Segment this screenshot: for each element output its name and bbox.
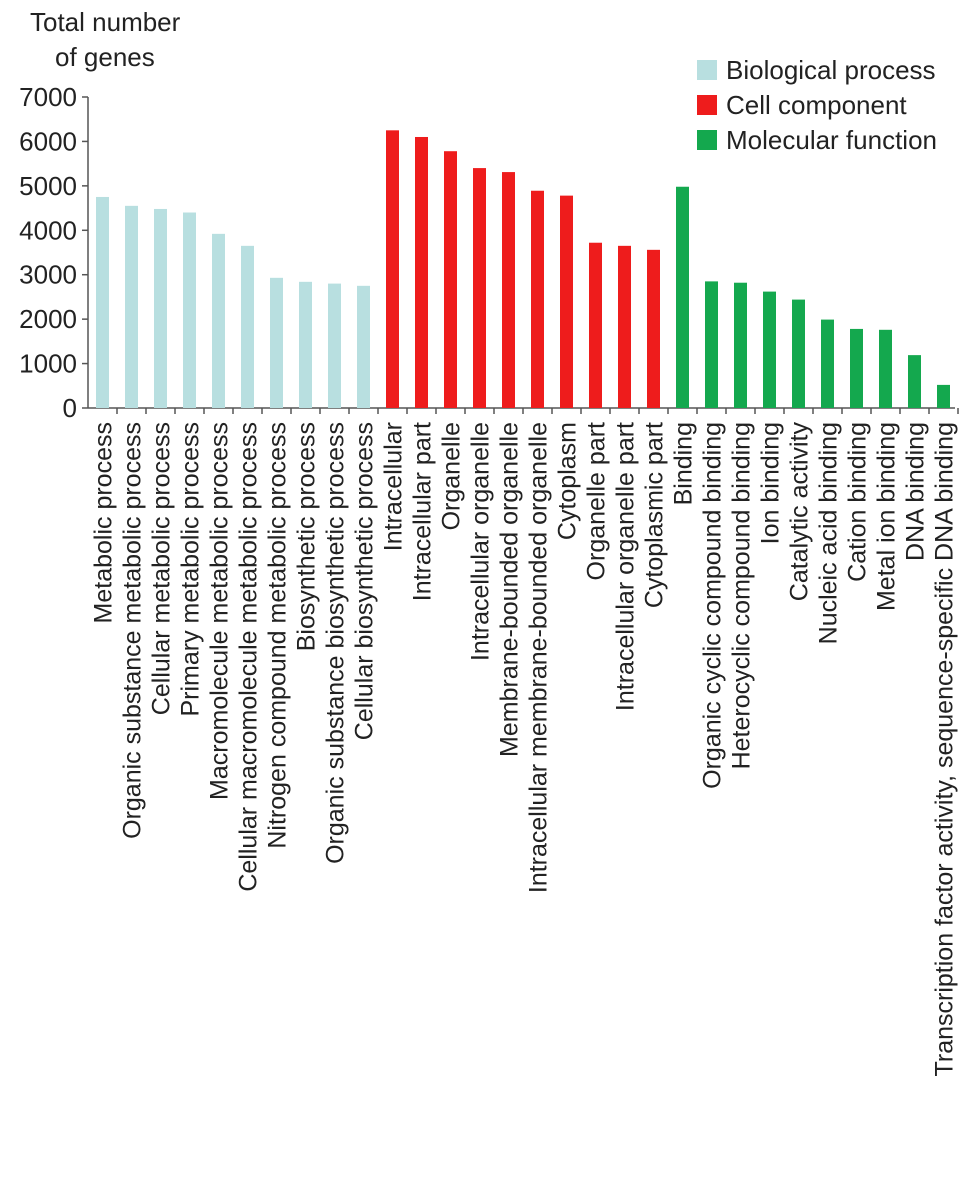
x-category-label: Intracellular organelle — [467, 422, 495, 661]
bar — [879, 329, 892, 408]
bar — [154, 208, 167, 408]
x-category-label: Organelle part — [583, 422, 611, 580]
x-category-label: Binding — [670, 422, 698, 505]
legend-swatch — [697, 130, 717, 150]
y-tick-label: 4000 — [19, 215, 77, 245]
bar — [328, 283, 341, 408]
legend-swatch — [697, 95, 717, 115]
bar — [589, 242, 602, 408]
bar — [937, 384, 950, 408]
x-category-label: Nucleic acid binding — [815, 422, 843, 644]
y-axis-label-line: of genes — [55, 42, 155, 72]
bar — [531, 190, 544, 408]
legend-label: Biological process — [726, 55, 936, 85]
x-category-label: DNA binding — [902, 422, 930, 561]
y-axis-ticks: 0 1000 2000 3000 4000 5000 6000 7000 — [19, 82, 88, 423]
legend-label: Cell component — [726, 90, 907, 120]
y-tick-label: 5000 — [19, 171, 77, 201]
x-category-label: Cellular metabolic process — [148, 422, 176, 715]
x-category-label: Organic substance metabolic process — [119, 422, 147, 839]
legend-swatch — [697, 60, 717, 80]
x-category-label: Cellular macromolecule metabolic process — [235, 422, 263, 892]
x-category-label: Organic substance biosynthetic process — [322, 422, 350, 864]
x-category-label: Metal ion binding — [873, 422, 901, 611]
x-category-label: Heterocyclic compound binding — [728, 422, 756, 769]
x-category-label: Cytoplasmic part — [641, 422, 669, 608]
x-category-label: Membrane-bounded organelle — [496, 422, 524, 757]
x-category-label: Primary metabolic process — [177, 422, 205, 717]
bar — [705, 281, 718, 408]
bar — [183, 212, 196, 408]
bar — [473, 168, 486, 408]
y-tick-label: 7000 — [19, 82, 77, 112]
legend-label: Molecular function — [726, 125, 937, 155]
y-tick-label: 2000 — [19, 304, 77, 334]
bar — [415, 136, 428, 408]
bar — [560, 195, 573, 408]
x-category-label: Intracellular organelle part — [612, 422, 640, 711]
bar — [270, 277, 283, 408]
x-category-label: Intracellular — [380, 422, 408, 551]
x-category-label: Cytoplasm — [554, 422, 582, 540]
bar — [96, 196, 109, 408]
bar — [502, 172, 515, 408]
bar — [241, 245, 254, 408]
bar — [792, 299, 805, 408]
bar — [386, 130, 399, 409]
bar — [647, 249, 660, 408]
bar — [618, 245, 631, 408]
x-category-label: Biosynthetic process — [293, 422, 321, 651]
bar — [444, 151, 457, 408]
x-category-label: Ion binding — [757, 422, 785, 544]
x-category-label: Intracellular part — [409, 422, 437, 601]
bar — [212, 233, 225, 408]
y-tick-label: 6000 — [19, 126, 77, 156]
y-tick-label: 3000 — [19, 260, 77, 290]
x-category-label: Cellular biosynthetic process — [351, 422, 379, 740]
x-category-label: Transcription factor activity, sequence-… — [931, 422, 959, 1076]
bar — [850, 328, 863, 408]
bar — [357, 285, 370, 408]
x-category-label: Metabolic process — [90, 422, 118, 623]
x-axis-category-labels: Metabolic process Organic substance metab… — [90, 422, 959, 1077]
x-category-label: Catalytic activity — [786, 422, 814, 602]
bar — [125, 205, 138, 408]
bar — [821, 319, 834, 408]
bar — [763, 291, 776, 408]
x-category-label: Intracellular membrane-bounded organelle — [525, 422, 553, 893]
legend: Biological process Cell component Molecula… — [697, 55, 937, 155]
x-category-label: Organic cyclic compound binding — [699, 422, 727, 789]
x-category-label: Macromolecule metabolic process — [206, 422, 234, 800]
bar — [908, 355, 921, 408]
bar — [734, 282, 747, 408]
y-tick-label: 0 — [63, 393, 77, 423]
x-category-label: Organelle — [438, 422, 466, 530]
x-category-label: Nitrogen compound metabolic process — [264, 422, 292, 849]
bar — [676, 186, 689, 408]
y-axis-label-line: Total number — [30, 7, 181, 37]
y-tick-label: 1000 — [19, 349, 77, 379]
y-axis-label: Total number of genes — [30, 7, 181, 72]
bar — [299, 281, 312, 408]
bars — [96, 130, 959, 414]
x-category-label: Cation binding — [844, 422, 872, 582]
